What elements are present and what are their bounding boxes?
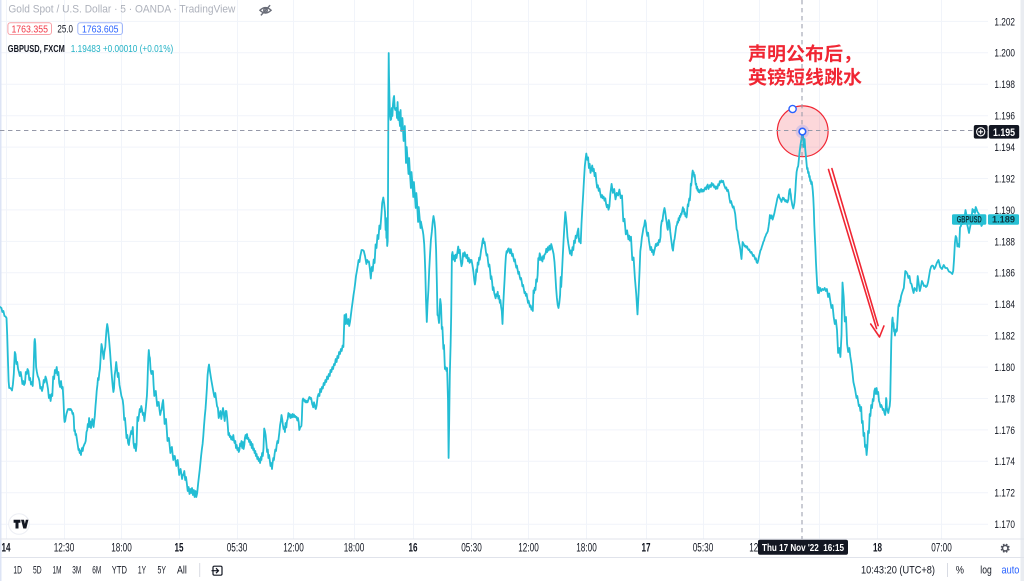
svg-text:14: 14 xyxy=(2,541,11,555)
svg-text:07:00: 07:00 xyxy=(931,541,952,555)
svg-text:1.178: 1.178 xyxy=(994,393,1015,405)
svg-text:1.195: 1.195 xyxy=(993,127,1015,139)
svg-text:12:00: 12:00 xyxy=(518,541,539,555)
svg-text:auto: auto xyxy=(1002,565,1020,577)
svg-text:05:30: 05:30 xyxy=(227,541,248,555)
svg-text:%: % xyxy=(956,565,964,577)
svg-text:1763.605: 1763.605 xyxy=(82,24,119,35)
svg-text:1.182: 1.182 xyxy=(994,331,1015,343)
svg-text:3M: 3M xyxy=(72,565,81,577)
svg-text:1.189: 1.189 xyxy=(992,215,1015,226)
svg-text:1M: 1M xyxy=(53,565,62,577)
svg-text:1.184: 1.184 xyxy=(994,299,1015,311)
svg-text:1.174: 1.174 xyxy=(994,456,1015,468)
svg-text:1.194: 1.194 xyxy=(994,142,1015,154)
svg-text:05:30: 05:30 xyxy=(693,541,714,555)
svg-text:1.176: 1.176 xyxy=(994,425,1015,437)
svg-text:1.196: 1.196 xyxy=(994,111,1015,123)
svg-text:15: 15 xyxy=(175,541,184,555)
svg-text:Thu 17 Nov '22 16:15: Thu 17 Nov '22 16:15 xyxy=(762,542,844,554)
svg-text:1.186: 1.186 xyxy=(994,268,1015,280)
svg-text:1.180: 1.180 xyxy=(994,362,1015,374)
svg-text:log: log xyxy=(980,565,991,577)
svg-text:16: 16 xyxy=(409,541,418,555)
svg-text:5D: 5D xyxy=(33,565,42,577)
svg-text:All: All xyxy=(177,565,187,577)
svg-text:1.170: 1.170 xyxy=(994,519,1015,531)
svg-text:18:00: 18:00 xyxy=(344,541,365,555)
svg-text:1.200: 1.200 xyxy=(994,48,1015,60)
svg-text:1.19483 +0.00010 (+0.01%): 1.19483 +0.00010 (+0.01%) xyxy=(71,43,174,55)
svg-text:1.192: 1.192 xyxy=(994,173,1015,185)
svg-text:18:00: 18:00 xyxy=(111,541,132,555)
svg-text:1.202: 1.202 xyxy=(994,16,1015,28)
svg-text:1.198: 1.198 xyxy=(994,79,1015,91)
svg-text:25.0: 25.0 xyxy=(57,23,73,35)
svg-text:05:30: 05:30 xyxy=(461,541,482,555)
svg-text:18: 18 xyxy=(873,541,882,555)
svg-text:12:00: 12:00 xyxy=(283,541,304,555)
svg-text:GBPUSD, FXCM: GBPUSD, FXCM xyxy=(8,43,65,55)
svg-text:1763.355: 1763.355 xyxy=(11,24,48,35)
svg-text:10:43:20 (UTC+8): 10:43:20 (UTC+8) xyxy=(861,565,935,577)
svg-text:1D: 1D xyxy=(13,565,22,577)
svg-text:6M: 6M xyxy=(92,565,101,577)
svg-text:1Y: 1Y xyxy=(138,565,146,577)
svg-text:1.188: 1.188 xyxy=(994,236,1015,248)
svg-text:18:00: 18:00 xyxy=(576,541,597,555)
svg-text:YTD: YTD xyxy=(112,565,127,577)
svg-text:Gold Spot / U.S. Dollar · 5 ·: Gold Spot / U.S. Dollar · 5 · OANDA · Tr… xyxy=(8,4,235,16)
svg-text:5Y: 5Y xyxy=(158,565,167,577)
svg-text:17: 17 xyxy=(642,541,651,555)
svg-text:1.172: 1.172 xyxy=(994,488,1015,500)
svg-text:12:30: 12:30 xyxy=(54,541,75,555)
svg-text:GBPUSD: GBPUSD xyxy=(957,214,982,224)
